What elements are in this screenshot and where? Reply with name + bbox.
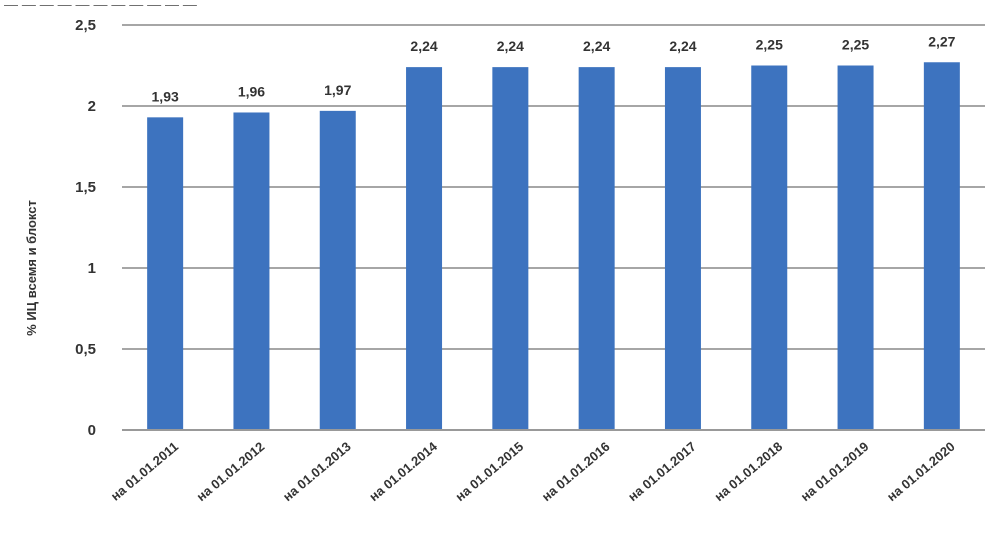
data-label: 2,24 [410, 38, 437, 54]
y-tick-label: 1 [88, 260, 96, 277]
x-tick-label: на 01.01.2020 [884, 439, 958, 504]
data-label: 2,25 [842, 37, 869, 53]
y-axis-ticks: 0 0,5 1 1,5 2 2,5 [75, 17, 96, 439]
bar [923, 62, 960, 430]
bar [319, 110, 356, 431]
bars [147, 62, 960, 431]
bar [492, 67, 529, 431]
bar [233, 112, 270, 430]
data-label: 1,93 [152, 88, 179, 104]
x-tick-label: на 01.01.2012 [194, 439, 268, 504]
y-tick-label: 1,5 [75, 179, 96, 196]
data-label: 1,97 [324, 82, 351, 98]
x-tick-label: на 01.01.2011 [108, 439, 181, 504]
x-tick-label: на 01.01.2015 [452, 439, 526, 504]
x-tick-label: на 01.01.2017 [625, 439, 699, 504]
data-labels: 1,93 1,96 1,97 2,24 2,24 2,24 2,24 2,25 2,25 2,27 [152, 33, 956, 104]
cropped-title-fragment: — — — — — — — — — — — [4, 0, 197, 12]
bar [406, 67, 443, 431]
x-tick-label: на 01.01.2013 [280, 439, 354, 504]
bar [751, 65, 788, 430]
bar [578, 67, 615, 431]
y-tick-label: 0 [88, 422, 96, 439]
y-tick-label: 2 [88, 98, 96, 115]
data-label: 2,24 [583, 38, 610, 54]
x-tick-label: на 01.01.2016 [539, 439, 613, 504]
bar [664, 67, 701, 431]
data-label: 2,24 [497, 38, 524, 54]
y-tick-label: 2,5 [75, 17, 96, 34]
data-label: 2,25 [756, 37, 783, 53]
x-tick-label: на 01.01.2018 [711, 439, 785, 504]
x-axis-ticks: на 01.01.2011 на 01.01.2012 на 01.01.2013 н… [108, 438, 958, 504]
data-label: 2,27 [928, 33, 955, 49]
data-label: 1,96 [238, 83, 265, 99]
x-tick-label: на 01.01.2014 [366, 438, 440, 504]
y-tick-label: 0,5 [75, 341, 96, 358]
x-tick-label: на 01.01.2019 [798, 439, 872, 504]
bar [837, 65, 874, 430]
y-axis-label: % ИЦ всемя и блокст [24, 200, 39, 336]
bar [147, 117, 184, 430]
data-label: 2,24 [669, 38, 696, 54]
